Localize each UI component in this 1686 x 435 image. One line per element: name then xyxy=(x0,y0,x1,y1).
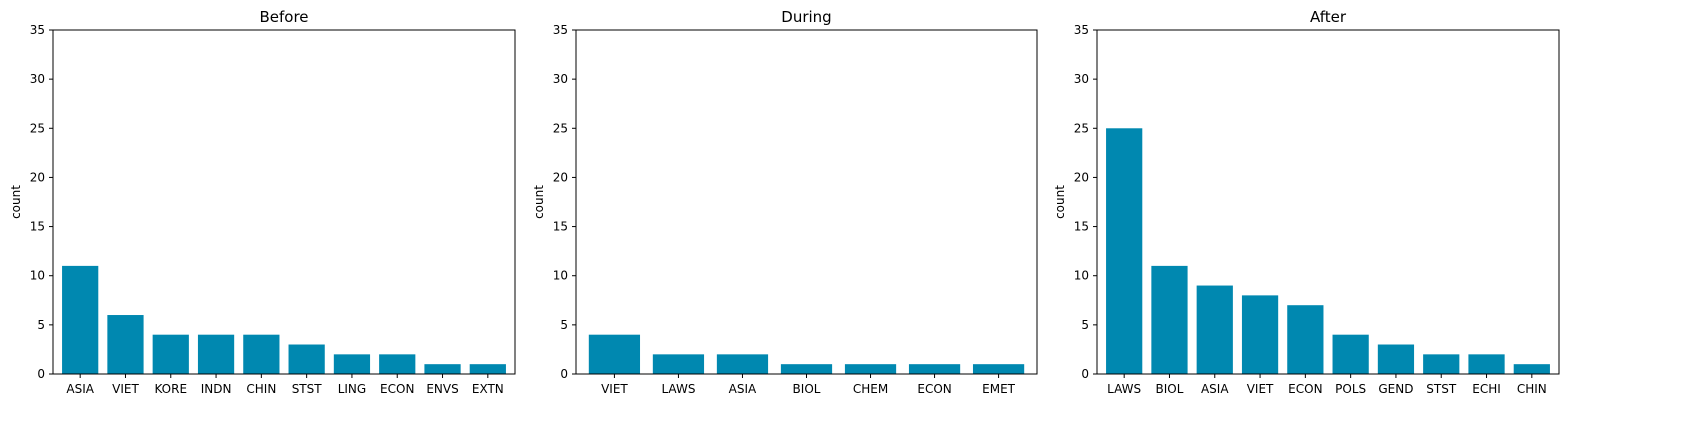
bar-biol xyxy=(1151,265,1188,374)
chart-panel-before: Before count ASIA VIET KORE INDN CHIN STST LING E… xyxy=(9,8,516,396)
x-tick-label: VIET xyxy=(112,382,139,396)
bar-ling xyxy=(333,354,371,374)
plot-frame xyxy=(575,29,1038,375)
y-tick-label: 20 xyxy=(1074,170,1089,184)
bar-echi xyxy=(1468,354,1505,374)
plot-frame xyxy=(1096,29,1560,375)
y-tick-label: 0 xyxy=(560,367,568,381)
bar-laws xyxy=(1106,128,1143,374)
y-tick-label: 0 xyxy=(1081,367,1089,381)
bar-stst xyxy=(288,344,325,374)
x-tick-label: LAWS xyxy=(661,382,695,396)
bar-indn xyxy=(197,334,235,374)
x-tick-label: STST xyxy=(1426,382,1457,396)
bar-emet xyxy=(972,364,1025,374)
y-tick-label: 20 xyxy=(30,170,45,184)
y-tick-label: 10 xyxy=(1074,269,1089,283)
x-tick-label: VIET xyxy=(601,382,628,396)
y-tick-label: 10 xyxy=(30,269,45,283)
x-tick-label: ECON xyxy=(917,382,951,396)
x-tick-label: BIOL xyxy=(793,382,821,396)
bar-stst xyxy=(1423,354,1460,374)
y-tick-label: 25 xyxy=(553,121,568,135)
chart-title: After xyxy=(1310,8,1347,26)
x-tick-label: LAWS xyxy=(1107,382,1141,396)
bar-asia xyxy=(62,265,99,374)
y-axis-label: count xyxy=(1053,185,1067,219)
bar-chin xyxy=(1513,364,1550,374)
y-tick-label: 35 xyxy=(553,23,568,37)
y-tick-label: 30 xyxy=(1074,72,1089,86)
bar-laws xyxy=(652,354,705,374)
y-tick-label: 5 xyxy=(37,318,45,332)
x-tick-label: ECHI xyxy=(1472,382,1501,396)
bar-viet xyxy=(107,315,144,374)
bar-gend xyxy=(1377,344,1415,374)
y-tick-label: 20 xyxy=(553,170,568,184)
x-tick-label: ASIA xyxy=(729,382,757,396)
y-tick-label: 25 xyxy=(1074,121,1089,135)
chart-title: During xyxy=(781,8,831,26)
bar-asia xyxy=(716,354,769,374)
y-tick-label: 0 xyxy=(37,367,45,381)
bar-econ xyxy=(908,364,961,374)
x-tick-label: KORE xyxy=(154,382,187,396)
x-tick-label: BIOL xyxy=(1156,382,1184,396)
bar-chin xyxy=(243,334,280,374)
bar-viet xyxy=(1241,295,1279,374)
y-axis-label: count xyxy=(9,185,23,219)
y-tick-label: 15 xyxy=(1074,220,1089,234)
x-tick-label: EXTN xyxy=(472,382,504,396)
plot-frame xyxy=(52,29,516,375)
x-tick-label: POLS xyxy=(1335,382,1366,396)
bar-viet xyxy=(588,334,641,374)
chart-title: Before xyxy=(259,8,308,26)
x-tick-label: ENVS xyxy=(426,382,458,396)
y-tick-label: 15 xyxy=(553,220,568,234)
bar-biol xyxy=(780,364,833,374)
bar-envs xyxy=(424,364,461,374)
chart-panel-during: During count VIET LAWS ASIA BIOL CHEM ECON EMET 0… xyxy=(532,8,1038,396)
bar-econ xyxy=(379,354,416,374)
x-tick-label: ECON xyxy=(380,382,414,396)
x-tick-label: ASIA xyxy=(66,382,94,396)
x-tick-label: GEND xyxy=(1378,382,1413,396)
bar-kore xyxy=(152,334,189,374)
y-tick-label: 15 xyxy=(30,220,45,234)
x-tick-label: ASIA xyxy=(1201,382,1229,396)
bar-asia xyxy=(1196,285,1233,374)
x-tick-label: STST xyxy=(292,382,323,396)
chart-panel-after: After count LAWS BIOL ASIA VIET ECON POLS GEND ST… xyxy=(1053,8,1560,396)
y-tick-label: 25 xyxy=(30,121,45,135)
y-tick-label: 30 xyxy=(30,72,45,86)
y-tick-label: 5 xyxy=(1081,318,1089,332)
y-tick-label: 35 xyxy=(1074,23,1089,37)
bar-econ xyxy=(1287,305,1324,374)
x-tick-label: CHIN xyxy=(1517,382,1547,396)
x-tick-label: EMET xyxy=(982,382,1016,396)
x-tick-label: INDN xyxy=(201,382,232,396)
x-tick-label: ECON xyxy=(1288,382,1322,396)
y-tick-label: 10 xyxy=(553,269,568,283)
x-tick-label: CHEM xyxy=(853,382,888,396)
bar-extn xyxy=(469,364,506,374)
x-tick-label: CHIN xyxy=(246,382,276,396)
y-tick-label: 35 xyxy=(30,23,45,37)
y-tick-label: 30 xyxy=(553,72,568,86)
bar-pols xyxy=(1332,334,1369,374)
y-axis-label: count xyxy=(532,185,546,219)
x-tick-label: VIET xyxy=(1247,382,1274,396)
bar-chem xyxy=(844,364,897,374)
y-tick-label: 5 xyxy=(560,318,568,332)
x-tick-label: LING xyxy=(338,382,367,396)
